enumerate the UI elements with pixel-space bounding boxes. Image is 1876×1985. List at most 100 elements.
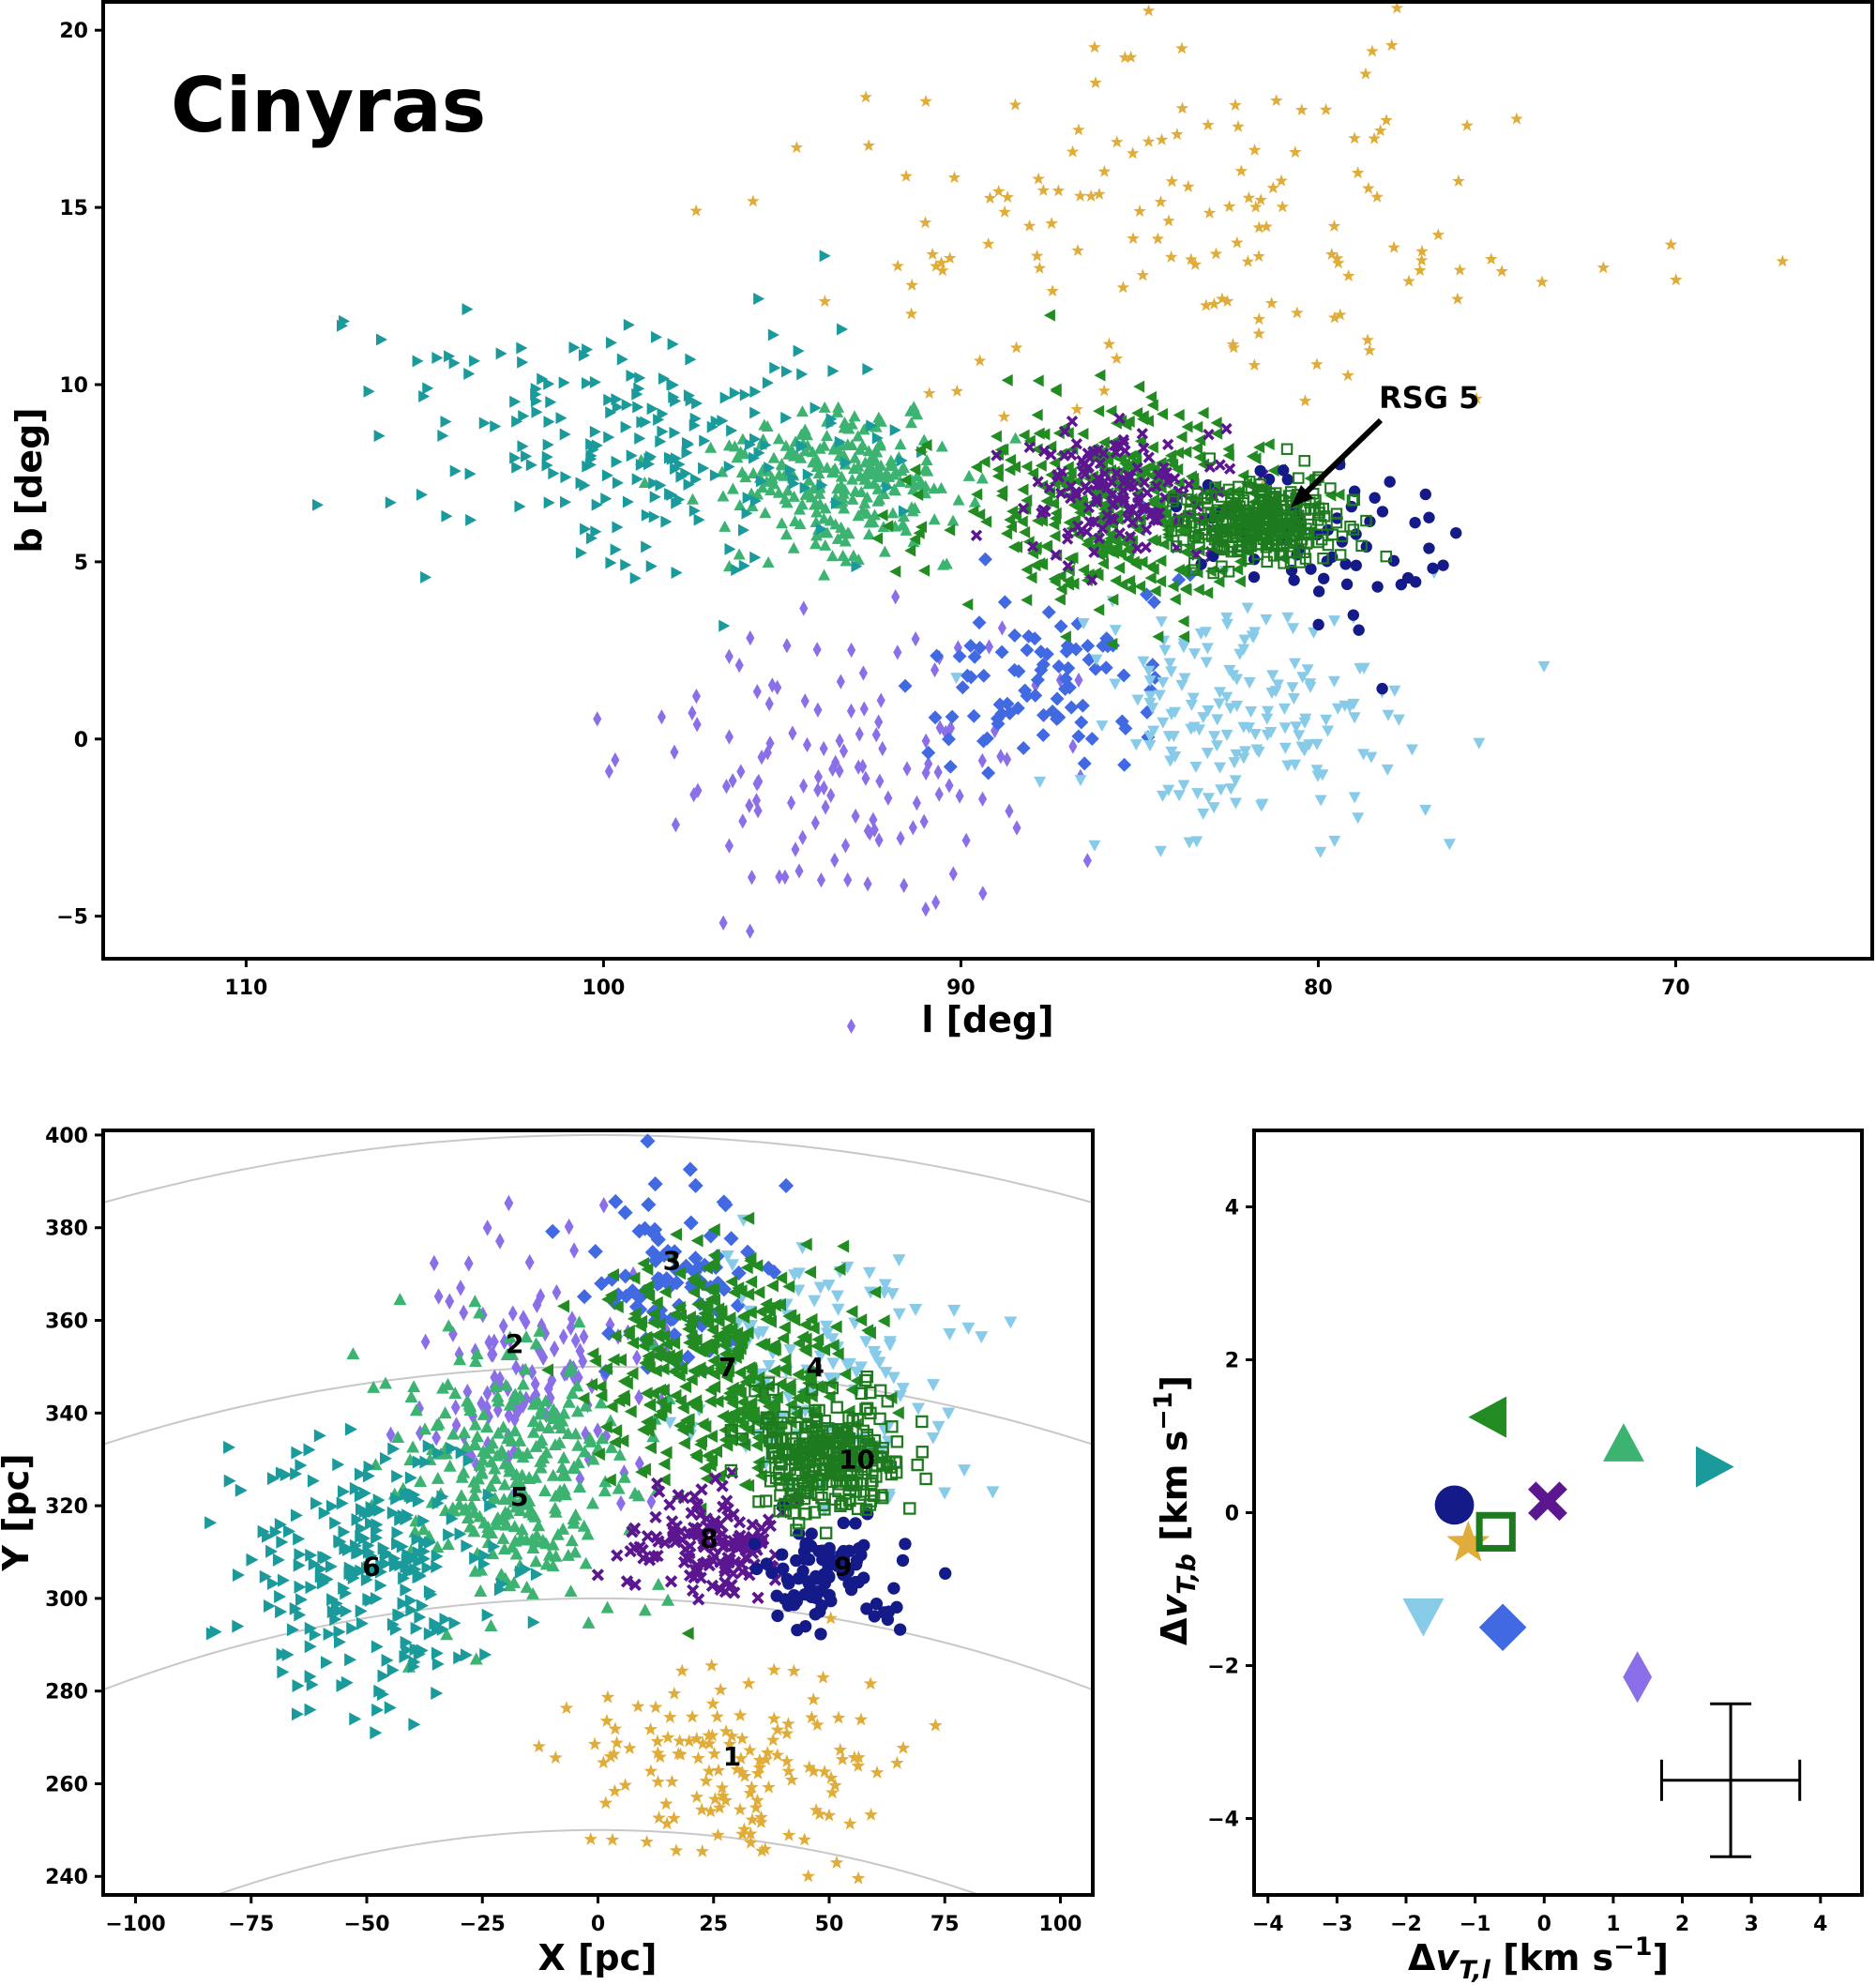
data-point-cluster-6 (521, 449, 533, 462)
data-point-cluster-7 (1021, 563, 1033, 576)
data-point-cluster-4 (896, 1383, 910, 1396)
data-point-cluster-7 (689, 1448, 702, 1462)
data-point-cluster-8 (1223, 462, 1236, 475)
data-point-cluster-10 (1295, 533, 1309, 546)
data-point-cluster-7 (720, 1362, 734, 1376)
data-point-cluster-6 (305, 1581, 318, 1595)
data-point-cluster-1 (605, 1832, 620, 1846)
data-point-cluster-4 (911, 1402, 925, 1416)
data-point-cluster-5 (802, 474, 815, 486)
data-point-cluster-4 (1207, 802, 1220, 814)
data-point-cluster-5 (414, 1475, 428, 1488)
data-point-cluster-4 (1237, 752, 1250, 765)
data-point-cluster-4 (1178, 673, 1191, 685)
data-point-cluster-5 (764, 484, 778, 496)
data-point-cluster-4 (1109, 625, 1122, 637)
data-point-cluster-5 (775, 457, 788, 470)
data-point-cluster-5 (446, 1501, 460, 1514)
data-point-cluster-6 (340, 1604, 353, 1618)
data-point-cluster-1 (1175, 101, 1189, 114)
data-point-cluster-2 (813, 702, 823, 718)
data-point-cluster-7 (1118, 457, 1131, 470)
data-point-cluster-7 (1232, 563, 1244, 576)
data-point-cluster-5 (905, 417, 918, 429)
data-point-cluster-8 (1157, 462, 1170, 474)
data-point-cluster-7 (673, 1266, 686, 1280)
data-point-cluster-5 (807, 456, 820, 468)
data-point-cluster-5 (778, 469, 791, 481)
data-point-cluster-4 (1287, 692, 1300, 705)
data-point-cluster-2 (482, 1220, 492, 1236)
data-point-cluster-7 (805, 1312, 818, 1326)
data-point-cluster-7 (1155, 514, 1167, 527)
data-point-cluster-5 (379, 1376, 393, 1389)
data-point-cluster-6 (420, 570, 432, 583)
data-point-cluster-5 (473, 1306, 487, 1319)
data-point-cluster-2 (719, 915, 728, 931)
data-point-cluster-7 (649, 1364, 662, 1378)
data-point-cluster-2 (874, 832, 884, 848)
data-point-cluster-7 (744, 1253, 757, 1267)
data-point-cluster-4 (1096, 720, 1109, 733)
data-point-cluster-2 (433, 1288, 444, 1305)
data-point-cluster-10 (804, 1470, 818, 1484)
data-point-cluster-1 (1207, 297, 1221, 310)
data-point-cluster-5 (857, 423, 870, 435)
data-point-cluster-1 (779, 1726, 794, 1740)
data-point-cluster-9 (1376, 506, 1389, 518)
data-point-cluster-10 (1261, 555, 1273, 568)
data-point-cluster-6 (431, 1657, 445, 1671)
data-point-cluster-1 (689, 1790, 704, 1803)
data-point-cluster-5 (651, 1577, 665, 1590)
data-point-cluster-2 (767, 677, 777, 693)
data-point-cluster-8 (1065, 480, 1077, 492)
data-point-cluster-7 (1032, 374, 1044, 387)
data-point-cluster-4 (1153, 689, 1166, 702)
data-point-cluster-10 (818, 1414, 832, 1428)
data-point-cluster-6 (364, 1517, 377, 1531)
data-point-cluster-9 (890, 1600, 903, 1614)
data-point-cluster-10 (1274, 511, 1287, 524)
data-point-cluster-6 (293, 1532, 306, 1546)
data-point-cluster-7 (1032, 514, 1044, 527)
data-point-cluster-5 (562, 1395, 576, 1408)
data-point-cluster-1 (905, 278, 919, 291)
data-point-cluster-3 (640, 1133, 656, 1149)
data-point-cluster-6 (281, 1647, 295, 1661)
data-point-cluster-7 (673, 1394, 687, 1408)
data-point-cluster-1 (1330, 251, 1344, 265)
data-point-cluster-6 (417, 1552, 431, 1566)
data-point-cluster-6 (353, 1544, 366, 1558)
data-point-cluster-9 (780, 1572, 794, 1586)
data-point-cluster-1 (1032, 172, 1045, 185)
xy-ytick-label: 240 (45, 1866, 88, 1889)
data-point-cluster-6 (375, 333, 388, 346)
data-point-cluster-1 (930, 259, 943, 272)
data-point-cluster-5 (468, 1295, 482, 1308)
data-point-cluster-10 (864, 1494, 877, 1508)
data-point-cluster-10 (1380, 550, 1393, 563)
data-point-cluster-4 (783, 1344, 797, 1357)
data-point-cluster-1 (682, 1734, 696, 1748)
data-point-cluster-3 (723, 1231, 739, 1247)
data-point-cluster-4 (1220, 618, 1233, 630)
data-point-cluster-7 (734, 1366, 747, 1380)
data-point-cluster-2 (484, 1408, 493, 1425)
data-point-cluster-6 (548, 467, 560, 480)
data-point-cluster-9 (1450, 526, 1462, 539)
data-point-cluster-2 (861, 770, 870, 786)
data-point-cluster-5 (571, 1438, 585, 1451)
data-point-cluster-7 (610, 1424, 623, 1438)
data-point-cluster-5 (880, 467, 893, 479)
sky-xtick-label: 100 (582, 977, 625, 1000)
data-point-cluster-7 (703, 1282, 716, 1296)
data-point-cluster-6 (585, 438, 598, 451)
data-point-cluster-1 (1202, 118, 1215, 131)
data-point-cluster-4 (1264, 727, 1278, 739)
data-point-cluster-1 (950, 384, 964, 397)
data-point-cluster-7 (707, 1256, 720, 1270)
data-point-cluster-4 (1256, 798, 1269, 811)
data-point-cluster-5 (477, 1445, 491, 1458)
data-point-cluster-1 (862, 139, 875, 152)
